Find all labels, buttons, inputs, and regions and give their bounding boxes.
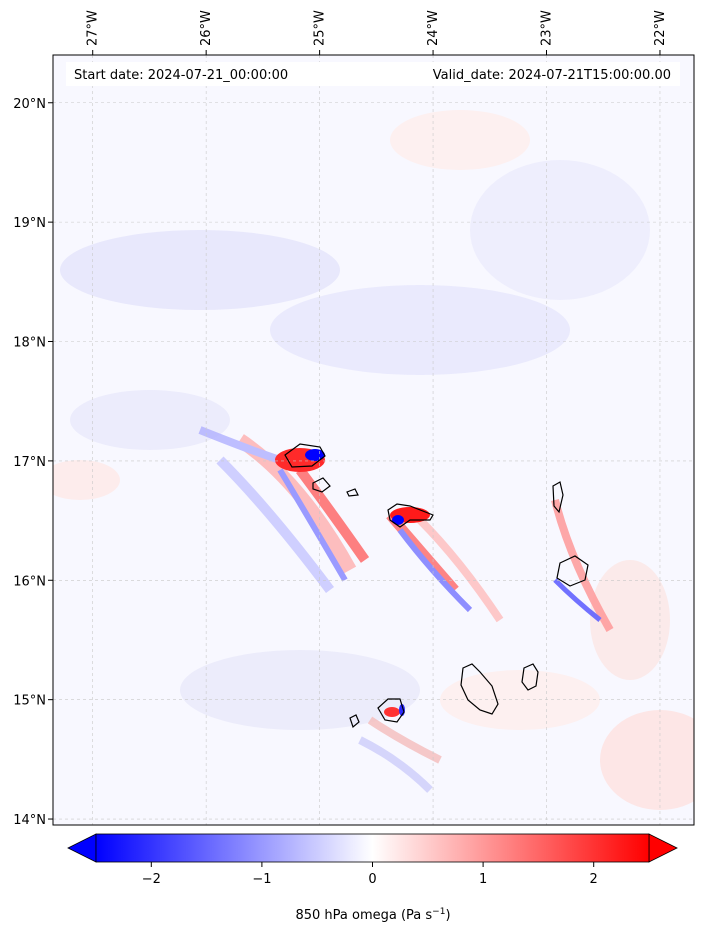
- date-label-box: [66, 62, 680, 86]
- colorbar-label-suffix: ): [445, 908, 450, 923]
- map-frame: [52, 54, 695, 826]
- island-brava: [349, 714, 360, 729]
- lon-tick-label: 22°W: [653, 10, 668, 46]
- lat-tick-label: 17°N: [13, 455, 46, 470]
- lon-tick-label: 23°W: [540, 10, 555, 46]
- island-santo-antao: [284, 443, 326, 468]
- valid-date-label: Valid_date: 2024-07-21T15:00:00.00: [433, 68, 671, 83]
- island-santiago: [460, 663, 499, 715]
- colorbar-label-exponent: −1: [432, 907, 445, 917]
- lon-tick-label: 24°W: [426, 10, 441, 46]
- lat-tick-label: 14°N: [13, 813, 46, 828]
- start-date-label: Start date: 2024-07-21_00:00:00: [74, 68, 288, 83]
- colorbar-label-prefix: 850 hPa omega (Pa s: [295, 908, 432, 923]
- lat-tick-label: 16°N: [13, 574, 46, 589]
- island-fogo: [377, 698, 405, 723]
- colorbar-ramp: [95, 833, 650, 863]
- coastlines: [284, 443, 589, 729]
- lat-tick-label: 20°N: [13, 97, 46, 112]
- island-sal: [552, 481, 564, 514]
- island-boa-vista: [556, 555, 589, 587]
- colorbar-tick-label: 1: [479, 872, 487, 887]
- island-santa-luzia: [346, 488, 359, 497]
- colorbar-tick-label: 2: [590, 872, 598, 887]
- colorbar-max-extend: [648, 833, 678, 863]
- colorbar-min-extend: [67, 833, 97, 863]
- lat-tick-label: 15°N: [13, 694, 46, 709]
- colorbar-tick-label: −2: [142, 872, 161, 887]
- colorbar-label: 850 hPa omega (Pa s−1): [295, 907, 450, 923]
- colorbar: −2 −1 0 1 2 850 hPa omega (Pa s−1): [67, 833, 678, 923]
- lat-tick-label: 19°N: [13, 216, 46, 231]
- island-sao-nicolau: [387, 503, 434, 528]
- colorbar-tick-label: 0: [368, 872, 376, 887]
- lon-tick-label: 26°W: [199, 10, 214, 46]
- island-sao-vicente: [312, 477, 331, 493]
- colorbar-tick-label: −1: [252, 872, 271, 887]
- lon-tick-label: 25°W: [313, 10, 328, 46]
- island-maio: [521, 663, 539, 691]
- omega-field: [53, 55, 694, 825]
- colorbar-ticks: −2 −1 0 1 2: [142, 862, 598, 887]
- longitude-ticks: 27°W 26°W 25°W 24°W 23°W 22°W: [86, 10, 668, 55]
- latitude-ticks: 20°N 19°N 18°N 17°N 16°N 15°N 14°N: [13, 97, 53, 828]
- gridlines: [53, 55, 694, 825]
- lat-tick-label: 18°N: [13, 336, 46, 351]
- lon-tick-label: 27°W: [86, 10, 101, 46]
